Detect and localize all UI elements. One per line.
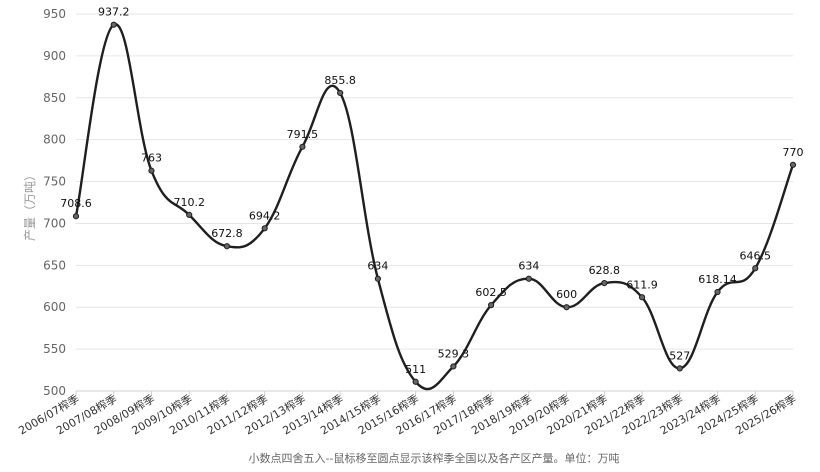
data-label: 710.2	[173, 196, 205, 209]
data-point[interactable]	[676, 365, 683, 372]
y-tick-label: 850	[43, 91, 66, 105]
data-point[interactable]	[72, 213, 80, 220]
y-axis-ticks: 500 550 600 650 700 750 800 850 900 950	[43, 7, 66, 398]
data-point[interactable]	[789, 161, 797, 168]
y-axis-label: 产量（万吨）	[23, 169, 37, 241]
data-point[interactable]	[337, 89, 344, 97]
series-line	[74, 23, 795, 391]
data-label: 694.2	[249, 209, 281, 222]
data-label: 602.5	[475, 286, 507, 299]
data-point[interactable]	[714, 288, 721, 296]
data-label: 618.14	[698, 273, 737, 286]
data-label: 855.8	[324, 74, 356, 87]
data-point[interactable]	[299, 143, 306, 150]
data-label: 634	[518, 260, 539, 273]
data-point[interactable]	[525, 275, 532, 282]
data-point[interactable]	[450, 363, 457, 370]
y-tick-label: 700	[43, 216, 66, 230]
data-label: 791.5	[287, 128, 319, 141]
y-tick-label: 500	[43, 384, 66, 398]
data-point[interactable]	[110, 21, 117, 28]
data-label: 511	[405, 363, 426, 376]
data-point[interactable]	[752, 265, 759, 272]
data-point[interactable]	[374, 275, 381, 282]
data-point[interactable]	[223, 243, 231, 250]
data-point[interactable]	[412, 378, 419, 385]
data-point[interactable]	[638, 294, 646, 301]
chart-footnote: 小数点四舍五入--鼠标移至圆点显示该榨季全国以及各产区产量。单位：万吨	[249, 451, 620, 465]
y-tick-label: 900	[43, 49, 66, 63]
data-label: 527	[669, 349, 690, 362]
data-point[interactable]	[563, 304, 570, 311]
grid-lines	[76, 13, 793, 392]
data-point[interactable]	[601, 279, 608, 287]
y-tick-label: 750	[43, 175, 66, 189]
data-label: 770	[783, 146, 804, 159]
data-point[interactable]	[488, 302, 495, 309]
y-tick-label: 550	[43, 342, 66, 356]
data-point[interactable]	[186, 211, 193, 218]
data-point[interactable]	[261, 225, 268, 232]
data-label: 937.2	[98, 6, 130, 19]
y-tick-label: 800	[43, 133, 66, 147]
data-label: 763	[141, 152, 162, 165]
x-axis-ticks: 2006/07榨季2007/08榨季2008/09榨季2009/10榨季2010…	[16, 391, 799, 437]
data-label: 672.8	[211, 227, 243, 240]
data-label: 646.5	[740, 249, 772, 262]
data-labels: 708.6 937.2 763 710.2 672.8 694.2 791.5 855.8 63…	[60, 6, 803, 376]
data-points[interactable]	[72, 21, 797, 385]
y-tick-label: 600	[43, 300, 66, 314]
data-label: 529.3	[438, 347, 470, 360]
data-label: 611.9	[626, 278, 658, 291]
data-point[interactable]	[148, 167, 155, 174]
data-label: 634	[367, 260, 388, 273]
y-tick-label: 650	[43, 258, 66, 272]
data-label: 628.8	[589, 264, 621, 277]
data-label: 708.6	[60, 197, 92, 210]
data-label: 600	[556, 288, 577, 301]
y-tick-label: 950	[43, 7, 66, 21]
